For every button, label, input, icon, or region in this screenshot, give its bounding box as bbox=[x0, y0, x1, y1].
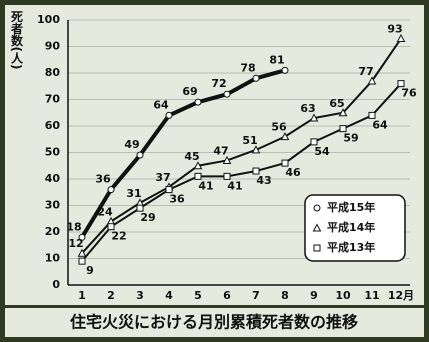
data-label: 47 bbox=[213, 144, 228, 157]
data-label: 64 bbox=[372, 118, 388, 131]
data-label: 36 bbox=[95, 173, 111, 186]
marker bbox=[107, 186, 115, 194]
x-tick-label: 3 bbox=[136, 289, 144, 302]
data-label: 63 bbox=[300, 102, 315, 115]
data-label: 31 bbox=[126, 187, 141, 200]
marker bbox=[223, 172, 231, 180]
x-tick-label: 11 bbox=[364, 289, 379, 302]
x-tick-label: 10 bbox=[335, 289, 351, 302]
marker bbox=[312, 223, 322, 232]
data-label: 46 bbox=[285, 166, 301, 179]
marker bbox=[165, 186, 173, 194]
marker bbox=[368, 111, 376, 119]
y-tick-label: 80 bbox=[45, 66, 61, 79]
x-tick-label: 6 bbox=[223, 289, 231, 302]
x-tick-label: 8 bbox=[281, 289, 289, 302]
y-tick-label: 40 bbox=[45, 172, 61, 185]
data-label: 65 bbox=[329, 97, 344, 110]
y-tick-label: 30 bbox=[45, 199, 61, 212]
chart-title: 住宅火災における月別累積死者数の推移 bbox=[70, 313, 358, 332]
y-tick-label: 20 bbox=[45, 225, 61, 238]
data-label: 22 bbox=[111, 230, 126, 243]
marker bbox=[309, 113, 319, 122]
legend-label: 平成13年 bbox=[327, 240, 375, 254]
x-tick-label: 2 bbox=[107, 289, 115, 302]
data-label: 51 bbox=[242, 134, 257, 147]
data-label: 69 bbox=[182, 85, 197, 98]
marker bbox=[165, 111, 173, 119]
x-tick-label: 1 bbox=[78, 289, 86, 302]
data-label: 29 bbox=[140, 211, 155, 224]
y-tick-label: 70 bbox=[45, 93, 61, 106]
marker bbox=[222, 155, 232, 164]
data-label: 77 bbox=[358, 65, 373, 78]
series-line bbox=[80, 68, 286, 239]
legend-label: 平成15年 bbox=[327, 200, 375, 214]
x-tick-label: 7 bbox=[252, 289, 260, 302]
marker bbox=[313, 204, 321, 212]
marker bbox=[252, 167, 260, 175]
data-label: 37 bbox=[155, 171, 170, 184]
data-label: 78 bbox=[240, 61, 255, 74]
y-axis-label: 死者数(人) bbox=[10, 10, 24, 69]
x-tick-label: 4 bbox=[165, 289, 173, 302]
data-label: 49 bbox=[124, 138, 139, 151]
data-label: 43 bbox=[256, 174, 271, 187]
data-label: 45 bbox=[184, 150, 199, 163]
series-line bbox=[81, 37, 402, 254]
y-tick-label: 10 bbox=[45, 252, 61, 265]
marker bbox=[194, 172, 202, 180]
marker bbox=[397, 80, 405, 88]
title-background bbox=[5, 308, 424, 337]
y-tick-label: 90 bbox=[45, 40, 61, 53]
marker bbox=[252, 74, 260, 82]
marker bbox=[313, 244, 321, 252]
marker bbox=[194, 98, 202, 106]
data-label: 36 bbox=[169, 193, 185, 206]
data-label: 41 bbox=[198, 179, 213, 192]
data-label: 72 bbox=[211, 77, 226, 90]
x-tick-label: 5 bbox=[194, 289, 202, 302]
data-label: 56 bbox=[271, 121, 287, 134]
data-label: 64 bbox=[153, 98, 169, 111]
data-label: 9 bbox=[86, 264, 94, 277]
marker bbox=[280, 132, 290, 141]
x-tick-label: 9 bbox=[310, 289, 318, 302]
legend-label: 平成14年 bbox=[327, 220, 375, 234]
data-label: 76 bbox=[401, 87, 417, 100]
series-line bbox=[81, 82, 402, 262]
marker bbox=[193, 161, 203, 170]
legend-box bbox=[304, 194, 406, 262]
data-label: 59 bbox=[343, 132, 358, 145]
marker bbox=[281, 159, 289, 167]
marker bbox=[281, 66, 289, 74]
marker bbox=[136, 204, 144, 212]
data-label: 24 bbox=[97, 205, 113, 218]
data-label: 93 bbox=[387, 23, 402, 36]
y-tick-label: 50 bbox=[45, 146, 61, 159]
marker bbox=[396, 33, 406, 43]
marker bbox=[310, 138, 318, 146]
y-tick-label: 0 bbox=[52, 278, 60, 291]
x-tick-label: 12月 bbox=[388, 289, 414, 302]
data-label: 81 bbox=[269, 53, 284, 66]
y-tick-label: 60 bbox=[45, 119, 61, 132]
data-label: 12 bbox=[68, 237, 83, 250]
data-label: 54 bbox=[314, 145, 330, 158]
marker bbox=[77, 248, 87, 257]
marker bbox=[223, 90, 231, 98]
marker bbox=[251, 145, 261, 154]
marker bbox=[339, 125, 347, 133]
y-tick-label: 100 bbox=[37, 13, 60, 26]
marker bbox=[338, 108, 348, 117]
data-label: 41 bbox=[227, 179, 242, 192]
marker bbox=[136, 151, 144, 159]
data-label: 18 bbox=[66, 220, 81, 233]
marker bbox=[107, 223, 115, 231]
marker bbox=[367, 76, 377, 85]
marker bbox=[78, 233, 86, 241]
marker bbox=[78, 257, 86, 265]
